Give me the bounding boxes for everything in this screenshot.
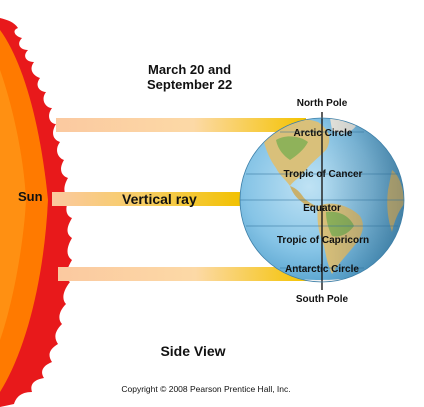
arctic-circle-label: Arctic Circle bbox=[294, 128, 353, 139]
globe-outline bbox=[239, 117, 405, 283]
title: March 20 and September 22 bbox=[147, 62, 232, 92]
sun-label: Sun bbox=[18, 189, 43, 204]
copyright-text: Copyright © 2008 Pearson Prentice Hall, … bbox=[121, 384, 290, 394]
antarctic-circle-label: Antarctic Circle bbox=[285, 264, 359, 275]
ray-vertical bbox=[52, 192, 242, 206]
equator-label: Equator bbox=[303, 203, 341, 214]
central-america bbox=[290, 186, 316, 207]
sun: Sun bbox=[0, 18, 72, 407]
north-america-green bbox=[276, 136, 308, 160]
sun-rays: Vertical ray bbox=[52, 118, 308, 281]
tropic-of-cancer-label: Tropic of Cancer bbox=[284, 169, 363, 180]
title-line-2: September 22 bbox=[147, 77, 232, 92]
north-pole-label: North Pole bbox=[297, 98, 348, 109]
vertical-ray-label: Vertical ray bbox=[122, 191, 197, 207]
tropic-of-capricorn-label: Tropic of Capricorn bbox=[277, 235, 369, 246]
south-pole-label: South Pole bbox=[296, 294, 349, 305]
ray-upper bbox=[56, 118, 306, 132]
ray-lower bbox=[58, 267, 308, 281]
side-view-label: Side View bbox=[160, 343, 225, 359]
title-line-1: March 20 and bbox=[148, 62, 231, 77]
sun-glow bbox=[0, 70, 26, 340]
